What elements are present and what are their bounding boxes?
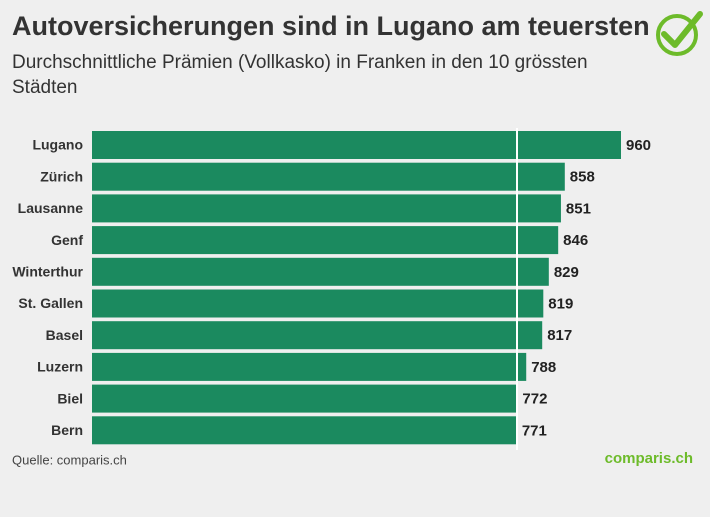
- bar: [92, 131, 621, 159]
- y-tick-label: Winterthur: [12, 264, 83, 280]
- y-tick-label: Bern: [51, 422, 83, 438]
- bar: [92, 289, 544, 318]
- value-label: 851: [566, 200, 591, 217]
- value-label: 829: [554, 264, 579, 281]
- y-tick-label: St. Gallen: [18, 295, 83, 311]
- y-tick-label: Luzern: [37, 359, 83, 375]
- source: Quelle: comparis.ch: [12, 452, 127, 467]
- y-tick-label: Biel: [57, 390, 83, 406]
- bar: [92, 226, 559, 255]
- value-label: 817: [547, 327, 572, 344]
- y-tick-label: Lausanne: [18, 200, 84, 216]
- plot: Lugano 960 Zürich 858 Lausanne 851 Genf 846 Wint…: [12, 131, 651, 445]
- bar: [92, 257, 549, 286]
- bar: [92, 321, 543, 350]
- y-tick-label: Genf: [51, 232, 83, 248]
- bar: [92, 352, 527, 381]
- logo: comparis.ch: [605, 450, 693, 467]
- value-label: 858: [570, 169, 595, 186]
- chart-title: Autoversicherungen sind in Lugano am teu…: [12, 11, 650, 41]
- chart-subtitle: Durchschnittliche Prämien (Vollkasko) in…: [12, 52, 588, 98]
- bar: [92, 194, 561, 223]
- value-label: 819: [548, 295, 573, 312]
- y-tick-label: Zürich: [40, 168, 83, 184]
- y-tick-label: Lugano: [32, 137, 83, 153]
- value-label: 772: [522, 391, 547, 408]
- bar: [92, 384, 518, 413]
- bar: [92, 416, 517, 445]
- bar: [92, 162, 565, 191]
- y-tick-label: Basel: [46, 327, 83, 343]
- value-label: 788: [531, 359, 556, 376]
- value-label: 960: [626, 137, 651, 154]
- value-label: 771: [522, 422, 547, 439]
- value-label: 846: [563, 232, 588, 249]
- check-icon: [656, 11, 703, 56]
